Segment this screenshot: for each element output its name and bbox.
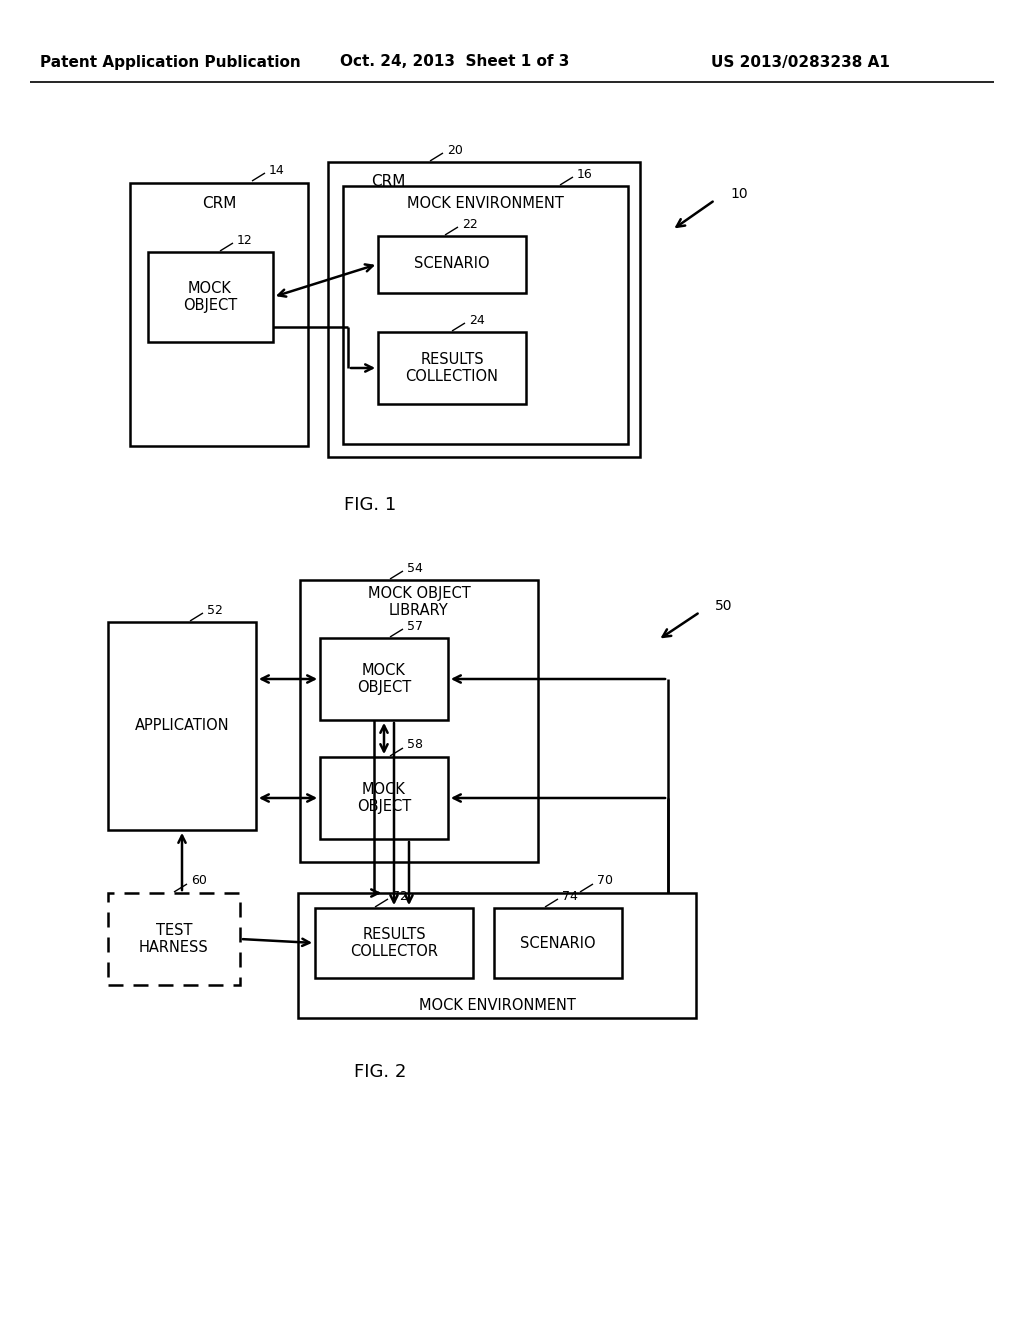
Text: US 2013/0283238 A1: US 2013/0283238 A1 (711, 54, 890, 70)
Bar (108, 622, 256, 830)
Text: MOCK ENVIRONMENT: MOCK ENVIRONMENT (419, 998, 575, 1014)
Bar (378, 333, 526, 404)
Text: 24: 24 (469, 314, 484, 326)
Text: RESULTS
COLLECTION: RESULTS COLLECTION (406, 352, 499, 384)
Text: MOCK ENVIRONMENT: MOCK ENVIRONMENT (407, 197, 563, 211)
Text: RESULTS
COLLECTOR: RESULTS COLLECTOR (350, 927, 438, 960)
Text: 52: 52 (207, 603, 223, 616)
Text: 22: 22 (462, 218, 478, 231)
Text: MOCK
OBJECT: MOCK OBJECT (357, 663, 411, 696)
Bar (300, 579, 538, 862)
Text: MOCK
OBJECT: MOCK OBJECT (183, 281, 238, 313)
Bar (319, 638, 449, 719)
Text: MOCK
OBJECT: MOCK OBJECT (357, 781, 411, 814)
Text: 14: 14 (269, 164, 285, 177)
Text: 60: 60 (191, 874, 207, 887)
Text: SCENARIO: SCENARIO (520, 936, 596, 950)
Bar (298, 894, 696, 1018)
Text: SCENARIO: SCENARIO (414, 256, 489, 272)
Text: 16: 16 (577, 168, 593, 181)
Bar (494, 908, 622, 978)
Text: FIG. 1: FIG. 1 (344, 496, 396, 513)
Bar (148, 252, 273, 342)
Text: Patent Application Publication: Patent Application Publication (40, 54, 300, 70)
Text: 58: 58 (407, 738, 423, 751)
Text: 20: 20 (447, 144, 463, 157)
Text: 10: 10 (730, 187, 748, 201)
Bar (343, 186, 628, 444)
Bar (319, 756, 449, 840)
Text: CRM: CRM (202, 195, 237, 210)
Bar (108, 894, 240, 985)
Text: CRM: CRM (371, 173, 406, 189)
Text: FIG. 2: FIG. 2 (354, 1063, 407, 1081)
Bar (378, 236, 526, 293)
Text: TEST
HARNESS: TEST HARNESS (139, 923, 209, 956)
Text: 54: 54 (407, 561, 423, 574)
Text: 70: 70 (597, 874, 613, 887)
Text: 74: 74 (562, 890, 578, 903)
Text: 12: 12 (237, 234, 253, 247)
Bar (328, 162, 640, 457)
Text: Oct. 24, 2013  Sheet 1 of 3: Oct. 24, 2013 Sheet 1 of 3 (340, 54, 569, 70)
Bar (130, 183, 308, 446)
Text: APPLICATION: APPLICATION (135, 718, 229, 734)
Text: MOCK OBJECT
LIBRARY: MOCK OBJECT LIBRARY (368, 586, 470, 618)
Text: 57: 57 (407, 619, 423, 632)
Text: 72: 72 (392, 890, 408, 903)
Bar (315, 908, 473, 978)
Text: 50: 50 (715, 599, 732, 612)
